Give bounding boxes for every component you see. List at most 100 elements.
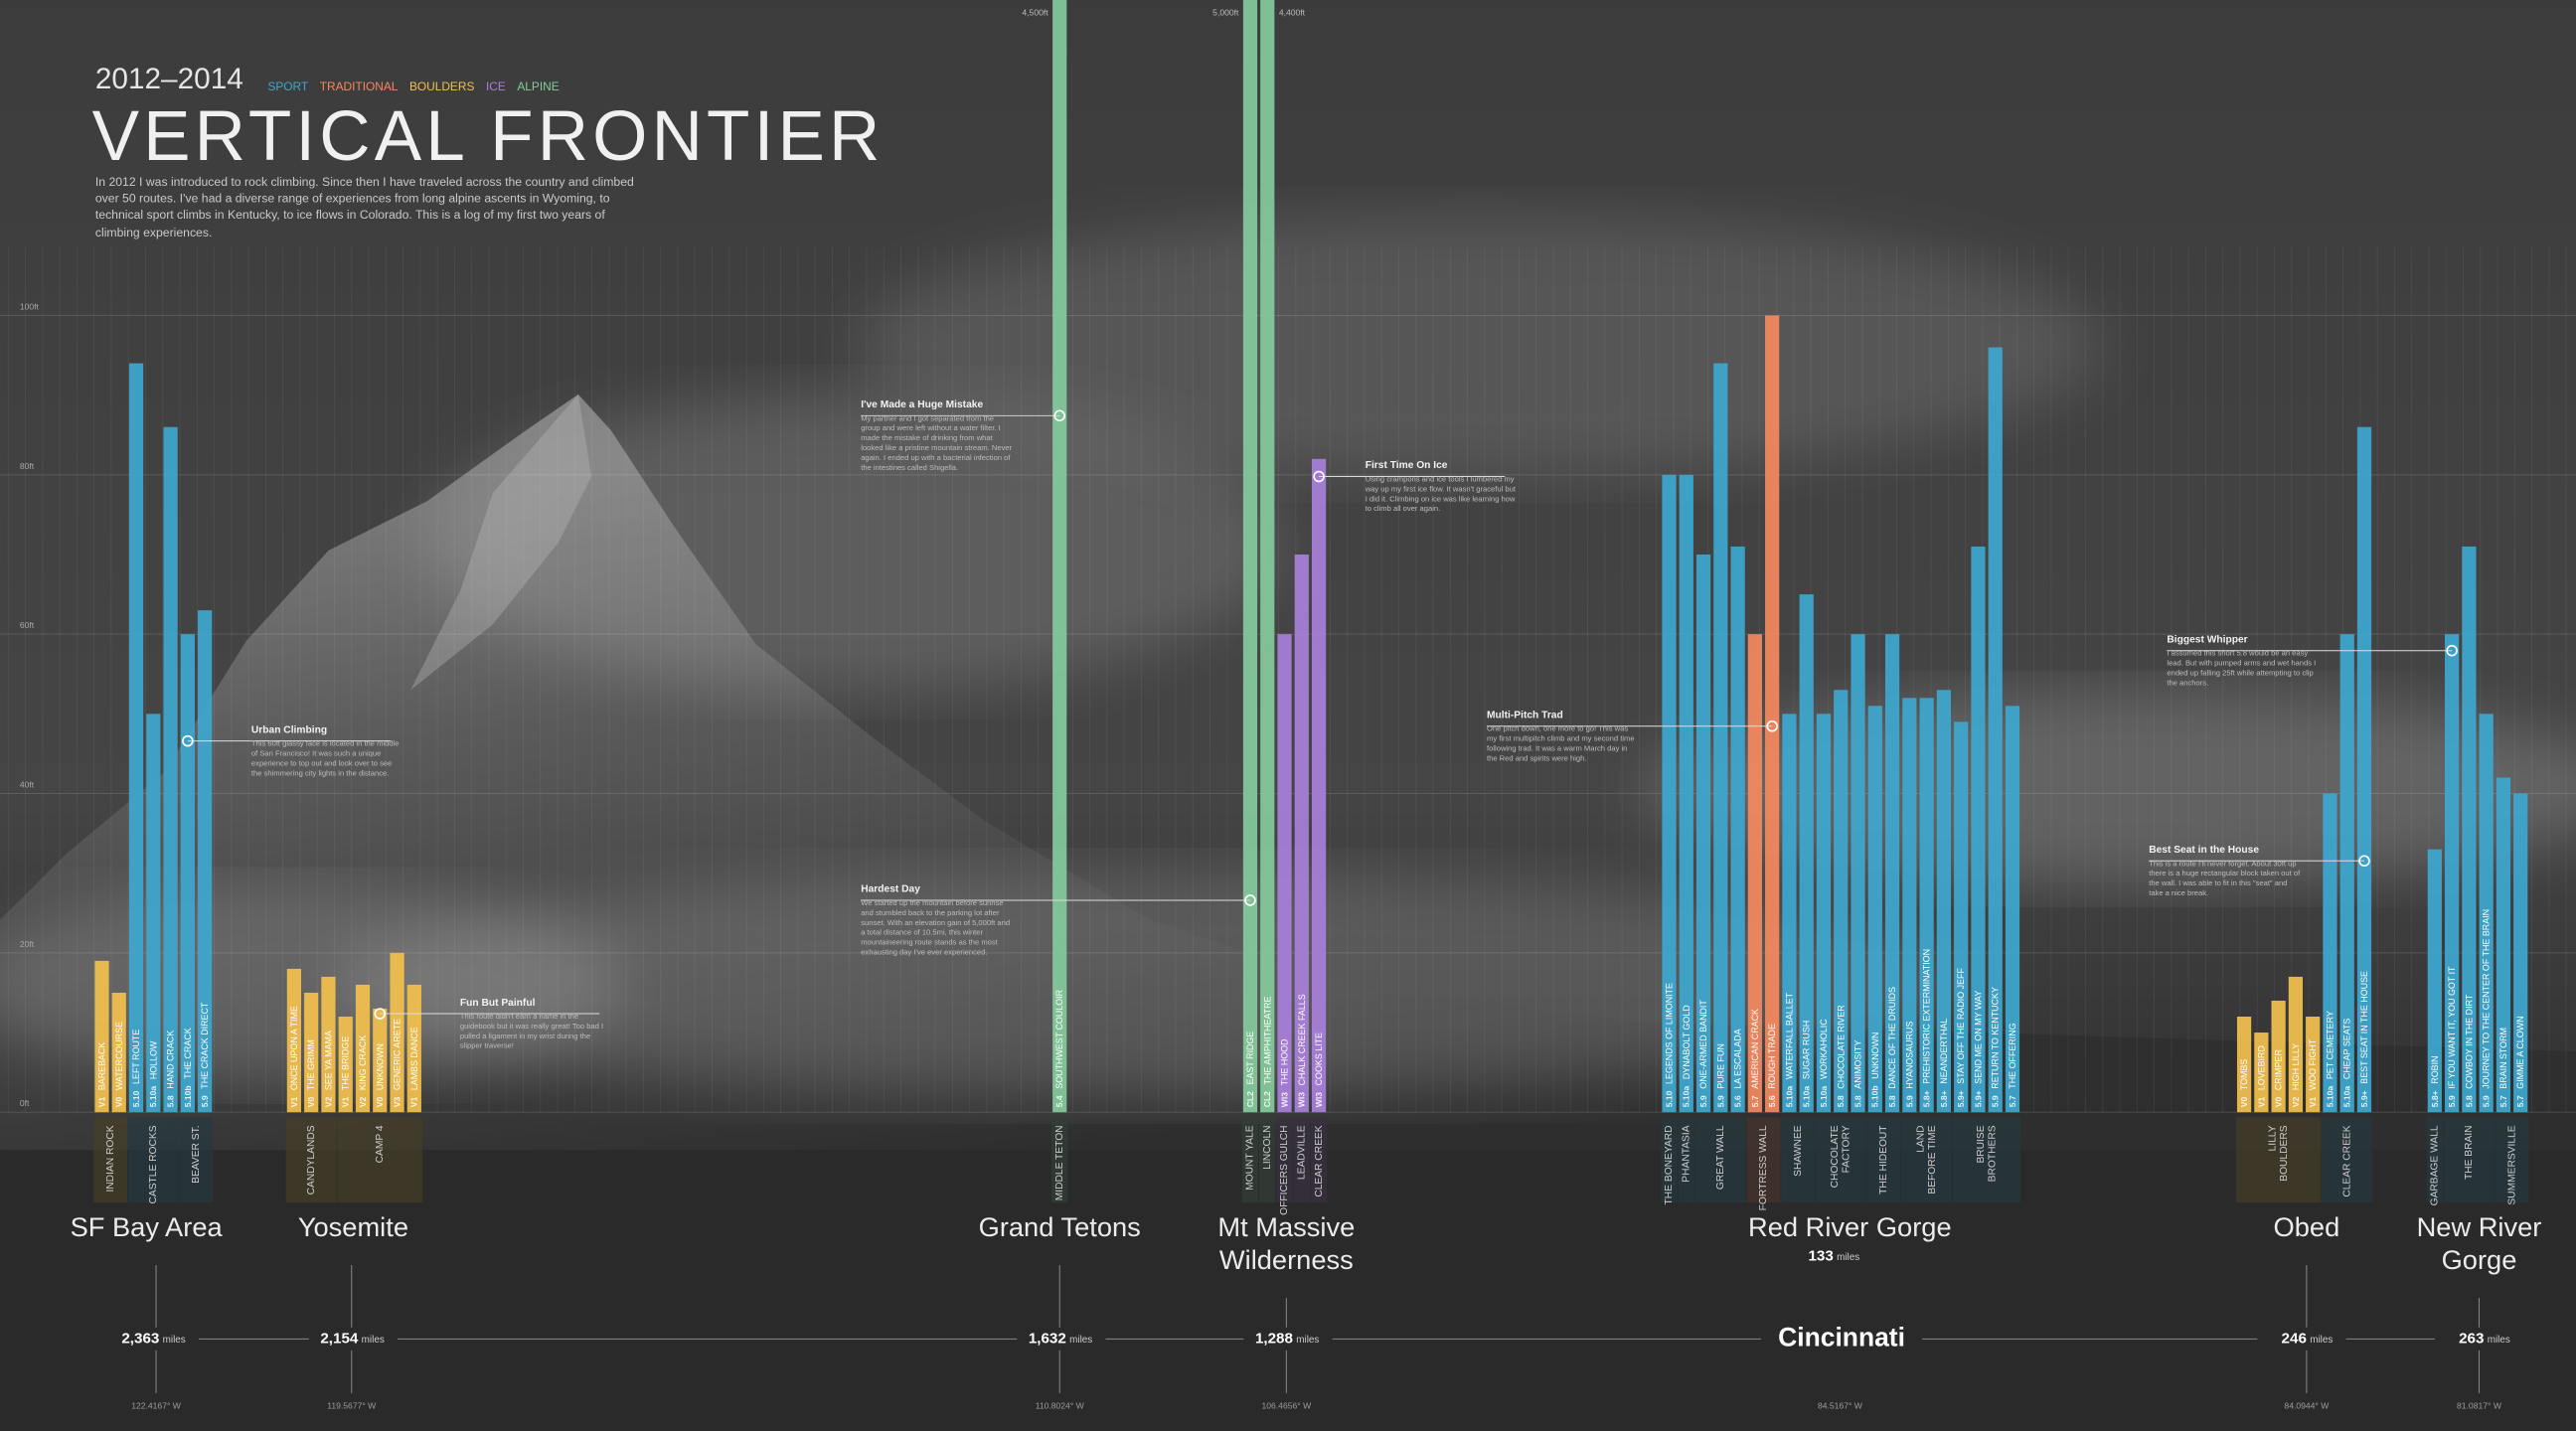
route-name: STAY OFF THE RADIO JEFF xyxy=(1956,968,1966,1084)
route-name: UNKNOWN xyxy=(1870,1033,1880,1079)
note: Fun But Painful This route didn't earn a … xyxy=(459,997,604,1050)
bar xyxy=(373,1008,388,1113)
bar xyxy=(2356,426,2372,1113)
bar xyxy=(2462,546,2477,1113)
bar-label: 5.7 AMERICAN CRACK xyxy=(1750,1009,1760,1107)
bar-label: V0 UNKNOWN xyxy=(375,1043,385,1107)
route-grade: 5.8 xyxy=(2464,1095,2474,1107)
route-grade: 5.9+ xyxy=(1956,1090,1966,1107)
route-name: EAST RIDGE xyxy=(1245,1032,1255,1085)
route-name: ROUGH TRADE xyxy=(1767,1024,1777,1089)
crag-name: SUMMERSVILLE xyxy=(2506,1125,2517,1204)
bar-label: 5.8+ NEANDERTHAL xyxy=(1939,1019,1949,1108)
crag-box xyxy=(1293,1117,1311,1203)
crag-tint xyxy=(1050,1117,1068,1203)
route-grade: V1 xyxy=(2308,1097,2318,1108)
route-grade: V1 xyxy=(2256,1097,2266,1108)
bar-label: WI3 THE HOOD xyxy=(1279,1038,1289,1107)
legend-entry: SPORT xyxy=(267,80,308,93)
bar-label: WI3 COOKS LITE xyxy=(1314,1033,1324,1107)
longitude: 106.4656° W xyxy=(1261,1400,1312,1410)
longitude: 122.4167° W xyxy=(131,1400,182,1410)
crag: SUMMERSVILLE xyxy=(2495,1117,2529,1205)
crag-box xyxy=(93,1117,128,1203)
crag-tint xyxy=(1866,1117,1901,1203)
crag-tint xyxy=(1952,1117,2021,1203)
distance-value: 246 xyxy=(2282,1330,2307,1347)
crag-tint xyxy=(1694,1117,1746,1203)
note-text: This 60ft glassy face is located in the … xyxy=(250,738,400,778)
route-name: CHOCOLATE RIVER xyxy=(1836,1005,1846,1089)
route-grade: V2 xyxy=(323,1097,333,1108)
note-text: I assumed this short 5.8 would be an eas… xyxy=(2167,649,2317,688)
value-label: 4,400ft xyxy=(1279,8,1306,18)
note-title: Multi-Pitch Trad xyxy=(1487,710,1563,721)
route-name: THE AMPHITHEATRE xyxy=(1262,996,1272,1084)
crag-box xyxy=(2322,1117,2373,1203)
crag: CLEAR CREEK xyxy=(1310,1117,1328,1203)
crag-tint xyxy=(1293,1117,1311,1203)
distance-value: 2,154 xyxy=(320,1330,359,1347)
crag-box xyxy=(1694,1117,1746,1203)
longitude: 119.5677° W xyxy=(327,1400,377,1410)
bar-label: V0 TOMBS xyxy=(2239,1059,2249,1108)
bar-label: 5.10a WORKAHOLIC xyxy=(1819,1019,1829,1108)
value-label: 4,500ft xyxy=(1022,8,1048,18)
bar-label: V2 SEE YA MAMA xyxy=(323,1031,333,1107)
region-name: Mt Massive xyxy=(1217,1211,1355,1242)
note-dot xyxy=(1244,894,1256,906)
crag: CANDYLANDS xyxy=(285,1117,337,1203)
note-text: This route didn't earn a name in the gui… xyxy=(459,1012,604,1050)
note-dot xyxy=(2446,644,2458,657)
crag: LEADVILLE xyxy=(1293,1117,1311,1203)
route-name: SEE YA MAMA xyxy=(323,1031,333,1090)
route-grade: 5.8 xyxy=(166,1095,176,1107)
distance-value: 2,363 xyxy=(121,1330,159,1347)
route-grade: V1 xyxy=(96,1097,106,1108)
route-grade: 5.7 xyxy=(1750,1095,1760,1107)
route-name: LEFT ROUTE xyxy=(131,1030,141,1084)
bar xyxy=(1662,474,1677,1113)
route-name: LEGENDS OF LIMONITE xyxy=(1665,983,1675,1084)
bar xyxy=(1747,634,1762,1113)
note: I've Made a Huge Mistake My partner and I… xyxy=(861,398,1012,472)
route-name: GENERIC ARETE xyxy=(393,1019,402,1090)
route-grade: 5.9+ xyxy=(1973,1090,1983,1107)
crag-name: BOULDERS xyxy=(2279,1125,2290,1181)
route-grade: V1 xyxy=(341,1097,351,1108)
route-grade: 5.6 xyxy=(1767,1095,1777,1107)
bar-label: 5.6 LA ESCALADA xyxy=(1733,1029,1743,1107)
crag-name: LEADVILLE xyxy=(1297,1125,1308,1180)
bar-label: V2 HIGH LILLY xyxy=(2291,1043,2301,1108)
longitude: 84.5167° W xyxy=(1818,1400,1863,1410)
crag-name: MOUNT YALE xyxy=(1245,1125,1256,1191)
bar xyxy=(1971,546,1986,1113)
bar xyxy=(1816,714,1832,1113)
route-name: IF YOU WANT IT, YOU GOT IT xyxy=(2447,966,2457,1089)
route-grade: V1 xyxy=(409,1097,419,1108)
crag-name: BROTHERS xyxy=(1988,1125,1999,1182)
bar-label: V1 ONCE UPON A TIME xyxy=(289,1006,299,1107)
bar xyxy=(163,426,178,1113)
bar-label: 5.9+ BEST SEAT IN THE HOUSE xyxy=(2359,971,2369,1107)
note-text: We started up the mountain before sunris… xyxy=(861,898,1011,957)
route-grade: CL2 xyxy=(1262,1091,1272,1107)
bar-label: V0 CRIMPER xyxy=(2274,1049,2284,1108)
bar xyxy=(406,984,421,1113)
bar xyxy=(1695,555,1711,1113)
route-grade: V1 xyxy=(289,1097,299,1108)
crag-tint xyxy=(1276,1117,1293,1203)
route-name: WATERCOURSE xyxy=(114,1022,124,1090)
note-title: I've Made a Huge Mistake xyxy=(861,398,984,411)
bar xyxy=(2427,849,2442,1113)
note-dot xyxy=(1766,719,1778,732)
bar-label: 5.7 THE OFFERING xyxy=(2008,1023,2017,1107)
longitude: 84.0944° W xyxy=(2284,1400,2330,1410)
note-dot xyxy=(1313,470,1325,483)
crag-tint xyxy=(1258,1117,1276,1203)
route-name: WORKAHOLIC xyxy=(1819,1019,1829,1079)
bar xyxy=(2254,1033,2269,1113)
crag-tint xyxy=(2443,1117,2495,1203)
note-title: Fun But Painful xyxy=(459,997,536,1010)
region-name: SF Bay Area xyxy=(71,1211,224,1242)
